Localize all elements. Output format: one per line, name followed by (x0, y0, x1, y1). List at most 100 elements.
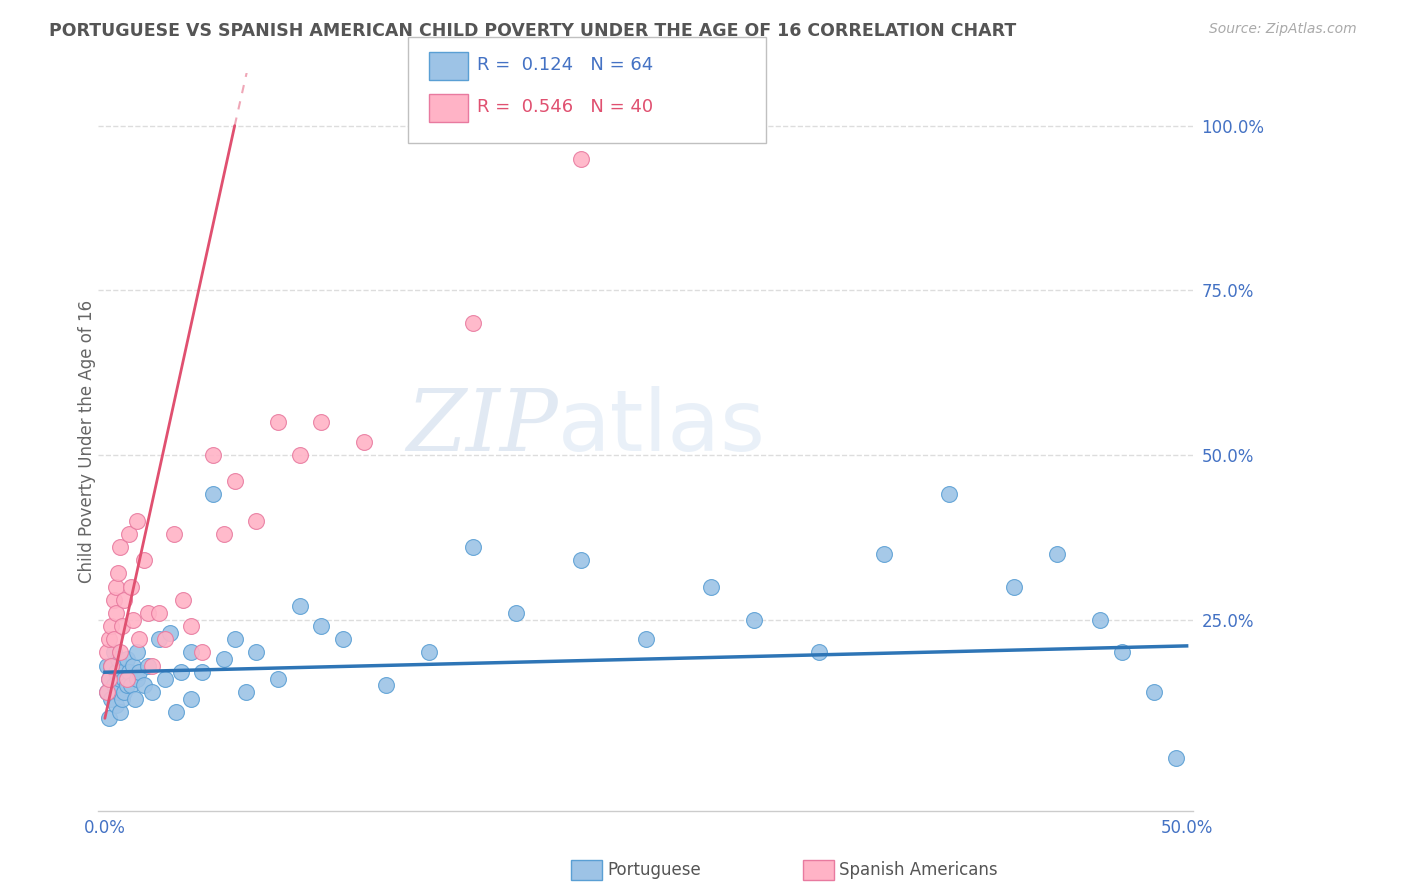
Point (309, 415, 332, 429)
Point (103, 592, 125, 607)
Point (191, 645, 214, 659)
Point (191, 665, 214, 680)
Point (96, 685, 118, 699)
Point (118, 665, 141, 680)
Point (180, 645, 202, 659)
Point (212, 652, 235, 666)
Point (1088, 613, 1111, 627)
Point (104, 665, 127, 680)
Point (224, 475, 246, 489)
Point (267, 415, 290, 429)
Point (873, 547, 896, 561)
Point (461, 316, 484, 330)
Point (100, 658, 122, 673)
Point (1046, 547, 1069, 561)
Point (169, 665, 191, 680)
Text: PORTUGUESE VS SPANISH AMERICAN CHILD POVERTY UNDER THE AGE OF 16 CORRELATION CHA: PORTUGUESE VS SPANISH AMERICAN CHILD POV… (49, 22, 1017, 40)
Point (155, 672, 177, 686)
Point (120, 678, 142, 692)
Text: atlas: atlas (558, 385, 766, 468)
Point (104, 580, 127, 594)
Point (111, 619, 134, 633)
Point (104, 606, 127, 620)
Point (224, 632, 246, 647)
Point (202, 448, 225, 462)
Point (103, 632, 125, 647)
Point (245, 514, 267, 528)
Point (120, 580, 142, 594)
Point (100, 658, 122, 673)
Point (115, 672, 138, 686)
Point (112, 685, 135, 699)
Point (127, 514, 149, 528)
Point (375, 678, 398, 692)
Point (202, 487, 225, 501)
Point (1002, 580, 1025, 594)
Point (1164, 751, 1187, 765)
Point (100, 691, 122, 706)
Point (128, 665, 150, 680)
Point (108, 540, 131, 554)
Point (107, 685, 129, 699)
Point (124, 691, 146, 706)
Point (98, 672, 121, 686)
Point (132, 678, 155, 692)
Point (807, 645, 830, 659)
Point (100, 619, 122, 633)
Point (353, 434, 375, 449)
Point (172, 592, 194, 607)
Y-axis label: Child Poverty Under the Age of 16: Child Poverty Under the Age of 16 (79, 301, 96, 583)
Text: ZIP: ZIP (406, 385, 558, 468)
Point (132, 553, 155, 567)
Point (938, 487, 960, 501)
Point (180, 691, 202, 706)
Point (165, 705, 187, 719)
Point (569, 152, 592, 166)
Point (1143, 685, 1166, 699)
Point (112, 672, 135, 686)
Point (96, 685, 118, 699)
Point (107, 652, 129, 666)
Point (461, 540, 484, 554)
Point (1111, 645, 1133, 659)
Point (699, 580, 721, 594)
Point (98, 711, 121, 725)
Point (127, 645, 149, 659)
Point (111, 665, 134, 680)
Point (112, 592, 135, 607)
Point (180, 619, 202, 633)
Point (288, 599, 311, 614)
Point (159, 625, 181, 640)
Text: Portuguese: Portuguese (607, 861, 702, 879)
Point (309, 619, 332, 633)
Point (122, 658, 145, 673)
Point (212, 527, 235, 541)
Point (115, 678, 138, 692)
Point (136, 658, 159, 673)
Point (288, 448, 311, 462)
Point (108, 645, 131, 659)
Text: Source: ZipAtlas.com: Source: ZipAtlas.com (1209, 22, 1357, 37)
Point (98, 672, 121, 686)
Point (122, 613, 145, 627)
Text: Spanish Americans: Spanish Americans (839, 861, 998, 879)
Point (118, 527, 141, 541)
Text: R =  0.124   N = 64: R = 0.124 N = 64 (477, 56, 652, 74)
Point (148, 606, 170, 620)
Point (267, 672, 290, 686)
Point (141, 685, 163, 699)
Point (418, 645, 440, 659)
Point (108, 705, 131, 719)
Point (104, 698, 127, 713)
Point (148, 632, 170, 647)
Point (96, 645, 118, 659)
Point (235, 685, 257, 699)
Point (111, 691, 134, 706)
Point (245, 645, 267, 659)
Point (505, 606, 527, 620)
Point (128, 632, 150, 647)
Point (103, 678, 125, 692)
Point (103, 645, 125, 659)
Point (569, 553, 592, 567)
Point (163, 527, 186, 541)
